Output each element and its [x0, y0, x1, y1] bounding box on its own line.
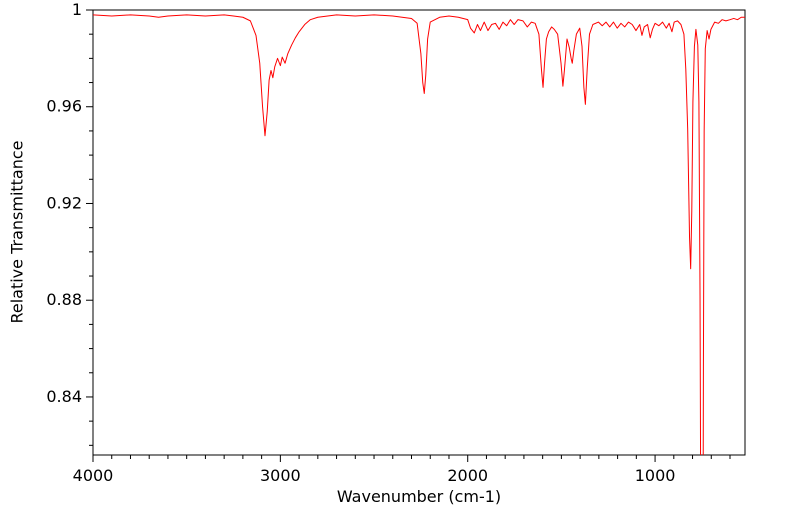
y-tick-label: 0.96 [46, 97, 82, 116]
y-tick-label: 0.84 [46, 387, 82, 406]
y-tick-label: 1 [72, 0, 82, 19]
plot-border [92, 9, 746, 456]
y-tick-label: 0.88 [46, 290, 82, 309]
x-tick-label: 4000 [73, 466, 114, 485]
y-axis-label: Relative Transmittance [7, 140, 27, 324]
spectrum-line [93, 14, 745, 455]
x-tick-label: 1000 [635, 466, 676, 485]
x-tick-label: 3000 [260, 466, 301, 485]
x-tick-label: 2000 [447, 466, 488, 485]
x-axis-label: Wavenumber (cm-1) [336, 487, 502, 506]
y-tick-label: 0.92 [46, 193, 82, 212]
